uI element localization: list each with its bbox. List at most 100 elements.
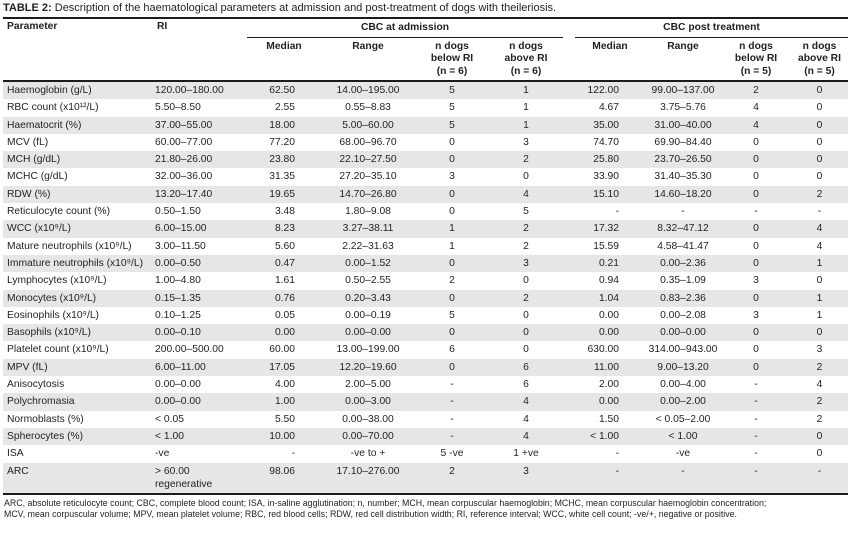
admission-below-ri-cell: - [450, 413, 454, 425]
admission-median-cell: - [291, 448, 295, 460]
table-row: Lymphocytes (x10⁹/L) 1.00–4.80 1.61 0.50–2.… [3, 272, 848, 289]
admission-below-ri-cell: 0 [449, 361, 455, 373]
post-above-ri-cell: 1 [816, 257, 823, 269]
admission-below-ri-cell: 0 [449, 136, 455, 148]
post-above-ri-cell: - [817, 206, 822, 218]
post-below-ri-cell: 0 [753, 257, 759, 269]
post-below-ri-cell: 4 [753, 102, 759, 114]
ri-cell: 32.00–36.00 [155, 171, 213, 183]
admission-below-ri-cell: 1 [449, 240, 455, 252]
post-range-cell: 23.70–26.50 [654, 154, 712, 166]
admission-range-cell: 22.10–27.50 [339, 154, 397, 166]
table-row: Anisocytosis 0.00–0.00 4.00 2.00–5.00 - 6 2.00… [3, 376, 848, 393]
admission-below-ri-cell: 2 [449, 275, 455, 287]
table-row: WCC (x10⁹/L) 6.00–15.00 8.23 3.27–38.11 1 2 17… [3, 220, 848, 238]
admission-above-ri-cell: 2 [523, 240, 529, 252]
admission-range-cell: 5.00–60.00 [342, 119, 394, 131]
ri-cell: 0.00–0.00 [155, 396, 201, 408]
spacer-cell [563, 134, 575, 151]
post-median-cell: 15.59 [593, 240, 619, 252]
ri-cell: < 0.05 [155, 413, 184, 425]
post-below-ri-cell: - [754, 206, 758, 218]
post-range-cell: 0.00–2.00 [660, 396, 706, 408]
parameter-cell: MCH (g/dL) [7, 154, 61, 166]
column-header-post-range: Range [645, 37, 721, 82]
admission-median-cell: 5.60 [274, 240, 295, 252]
post-range-cell: - [681, 465, 685, 477]
post-above-ri-cell: 0 [816, 171, 823, 183]
post-below-ri-cell: 0 [753, 292, 759, 304]
ri-cell: 200.00–500.00 [155, 344, 224, 356]
post-median-cell: 74.70 [593, 136, 619, 148]
admission-median-cell: 60.00 [269, 344, 295, 356]
table-title-label: TABLE 2: [3, 2, 52, 14]
admission-range-cell: 0.00–1.52 [345, 257, 391, 269]
parameter-cell: Lymphocytes (x10⁹/L) [7, 275, 107, 287]
post-range-cell: 0.00–4.00 [660, 379, 706, 391]
post-below-ri-cell: - [754, 379, 758, 391]
group-gap [563, 18, 575, 82]
admission-median-cell: 17.05 [269, 361, 295, 373]
post-above-ri-cell: 2 [816, 413, 823, 425]
post-range-cell: 8.32–47.12 [657, 223, 709, 235]
admission-range-cell: 14.00–195.00 [336, 85, 400, 96]
post-below-ri-cell: - [754, 413, 758, 425]
admission-median-cell: 0.47 [274, 257, 295, 269]
post-median-cell: 630.00 [587, 344, 620, 356]
post-median-cell: 0.21 [598, 257, 619, 269]
admission-above-ri-cell: 4 [523, 396, 529, 408]
table-row: MCV (fL) 60.00–77.00 77.20 68.00–96.70 0 3 74.… [3, 134, 848, 151]
post-median-cell: - [615, 465, 619, 477]
admission-below-ri-cell: 5 [449, 309, 455, 321]
post-below-ri-cell: 0 [753, 240, 759, 252]
admission-above-ri-cell: 1 [523, 85, 529, 96]
post-above-ri-cell: 0 [816, 85, 823, 96]
parameter-cell: RBC count (x10¹²/L) [7, 102, 99, 114]
ri-cell: 0.00–0.50 [155, 257, 201, 269]
column-header-ri: RI [153, 18, 247, 82]
post-range-cell: -ve [675, 448, 691, 460]
spacer-cell [563, 117, 575, 134]
admission-median-cell: 77.20 [269, 136, 295, 148]
admission-below-ri-cell: 3 [449, 171, 455, 183]
post-above-ri-cell: 3 [816, 344, 823, 356]
ri-cell: 1.00–4.80 [155, 275, 201, 287]
post-above-ri-cell: 2 [816, 188, 823, 200]
admission-below-ri-cell: 0 [449, 327, 455, 339]
ri-cell: 3.00–11.50 [155, 240, 206, 252]
admission-below-ri-cell: 2 [449, 465, 455, 477]
post-below-ri-cell: 0 [753, 344, 759, 356]
spacer-cell [563, 238, 575, 255]
post-range-cell: 0.00–2.08 [660, 309, 706, 321]
post-range-cell: 31.00–40.00 [654, 119, 712, 131]
parameter-cell: Reticulocyte count (%) [7, 206, 111, 218]
post-below-ri-cell: - [754, 430, 758, 442]
admission-above-ri-cell: 2 [523, 292, 529, 304]
column-header-admission-below-ri: n dogs below RI (n = 6) [415, 37, 489, 82]
admission-median-cell: 1.61 [274, 275, 295, 287]
ri-cell: 0.00–0.10 [155, 327, 201, 339]
admission-median-cell: 2.55 [274, 102, 295, 114]
admission-above-ri-cell: 1 [523, 119, 529, 131]
table-row: ARC > 60.00 regenerative 98.06 17.10–276.00… [3, 462, 848, 495]
table-title-text: Description of the haematological parame… [51, 2, 557, 14]
post-above-ri-cell: 0 [816, 136, 823, 148]
admission-median-cell: 31.35 [269, 171, 295, 183]
post-range-cell: 31.40–35.30 [654, 171, 712, 183]
sub-header-row: Median Range n dogs below RI (n = 6) n d… [3, 37, 848, 82]
ri-cell: 60.00–77.00 [155, 136, 213, 148]
post-median-cell: < 1.00 [590, 430, 619, 442]
post-range-cell: 69.90–84.40 [654, 136, 712, 148]
footnote-line-2: MCV, mean corpuscular volume; MPV, mean … [4, 508, 737, 519]
post-median-cell: 1.50 [598, 413, 619, 425]
spacer-cell [563, 341, 575, 358]
admission-median-cell: 98.06 [269, 465, 295, 477]
parameter-cell: Eosinophils (x10⁹/L) [7, 309, 99, 321]
post-range-cell: 14.60–18.20 [654, 188, 712, 200]
admission-above-ri-cell: 0 [523, 275, 529, 287]
post-range-cell: 9.00–13.20 [657, 361, 709, 373]
admission-above-ri-cell: 1 +ve [513, 448, 539, 460]
admission-median-cell: 10.00 [269, 430, 295, 442]
spacer-cell [563, 99, 575, 116]
spacer-cell [563, 151, 575, 168]
